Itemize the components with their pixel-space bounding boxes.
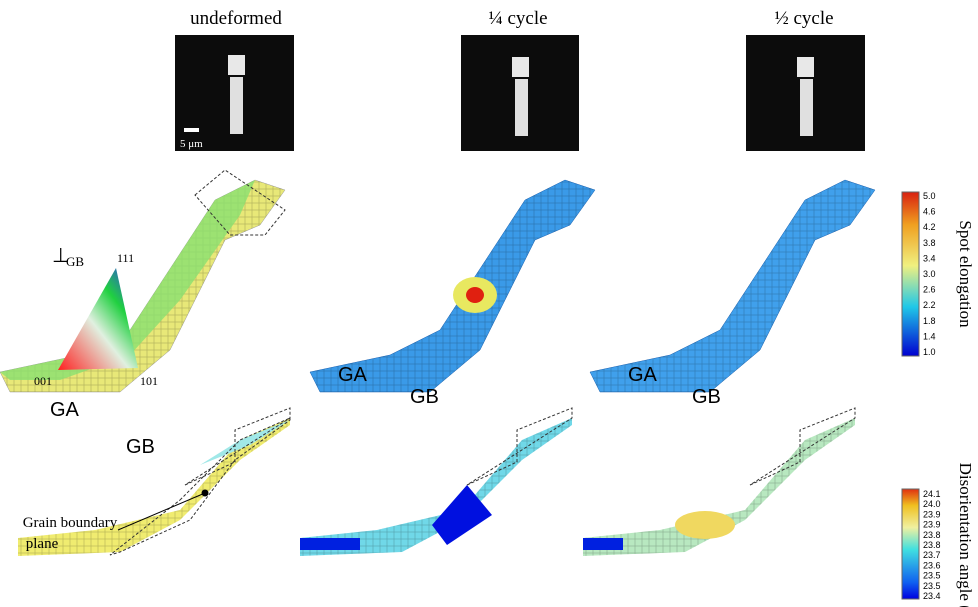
- column-title: undeformed: [190, 8, 282, 29]
- boundary-slice: [583, 408, 855, 556]
- colorbar-tick-label: 2.6: [923, 285, 936, 295]
- annotation: plane: [26, 536, 59, 552]
- micrograph: [746, 35, 865, 151]
- scale-bar-label: 5 μm: [180, 138, 203, 150]
- page: undeformed ¼ cycle ½ cycle 5 μm ⊥ GB 111…: [0, 0, 978, 607]
- grain-label: GA: [338, 364, 368, 386]
- ipf-corner: 001: [34, 374, 52, 388]
- colorbar-tick-label: 2.2: [923, 300, 936, 310]
- boundary-slice: [18, 408, 290, 556]
- colorbar-tick-label: 3.0: [923, 269, 936, 279]
- grain-label: GB: [692, 386, 721, 408]
- colorbar-title: Spot elongation: [956, 220, 975, 328]
- colorbar-tick-label: 23.8: [923, 540, 941, 550]
- colorbar-tick-label: 3.4: [923, 253, 936, 263]
- voxel-grain-map: [0, 170, 285, 392]
- colorbar-tick-label: 1.4: [923, 331, 936, 341]
- colorbar-tick-label: 23.5: [923, 571, 941, 581]
- colorbar-tick-label: 23.9: [923, 520, 941, 530]
- ipf-corner: 101: [140, 374, 158, 388]
- micrograph: [461, 35, 579, 151]
- colorbar-tick-label: 1.8: [923, 316, 936, 326]
- voxel-elongation-map: [590, 180, 875, 392]
- colorbar-tick-label: 23.6: [923, 560, 941, 570]
- colorbar-tick-label: 23.9: [923, 509, 941, 519]
- colorbar-tick-label: 4.2: [923, 222, 936, 232]
- grain-label: GA: [628, 364, 658, 386]
- colorbar-title: Disorientation angle (°): [956, 463, 975, 607]
- colorbar-tick-label: 5.0: [923, 191, 936, 201]
- grain-label: GB: [410, 386, 439, 408]
- colorbar: [902, 192, 919, 356]
- grain-label: GB: [126, 436, 155, 458]
- ipf-corner: 111: [117, 251, 134, 265]
- colorbar-tick-label: 24.0: [923, 499, 941, 509]
- boundary-slice: [300, 408, 572, 556]
- figure: undeformed ¼ cycle ½ cycle 5 μm ⊥ GB 111…: [0, 0, 978, 607]
- column-title: ½ cycle: [774, 8, 833, 29]
- voxel-elongation-map: [310, 180, 595, 392]
- ipf-triangle: [58, 268, 138, 370]
- micrograph: [175, 35, 294, 151]
- colorbar: [902, 489, 919, 599]
- ipf-axis: GB: [66, 254, 84, 269]
- colorbar-tick-label: 3.8: [923, 238, 936, 248]
- annotation: Grain boundary: [23, 515, 118, 531]
- grain-label: GA: [50, 399, 80, 421]
- colorbar-tick-label: 23.8: [923, 530, 941, 540]
- colorbar-tick-label: 23.5: [923, 581, 941, 591]
- colorbar-tick-label: 1.0: [923, 347, 936, 357]
- colorbar-tick-label: 24.1: [923, 489, 941, 499]
- colorbar-tick-label: 4.6: [923, 207, 936, 217]
- colorbar-tick-label: 23.4: [923, 591, 941, 601]
- column-title: ¼ cycle: [488, 8, 547, 29]
- colorbar-tick-label: 23.7: [923, 550, 941, 560]
